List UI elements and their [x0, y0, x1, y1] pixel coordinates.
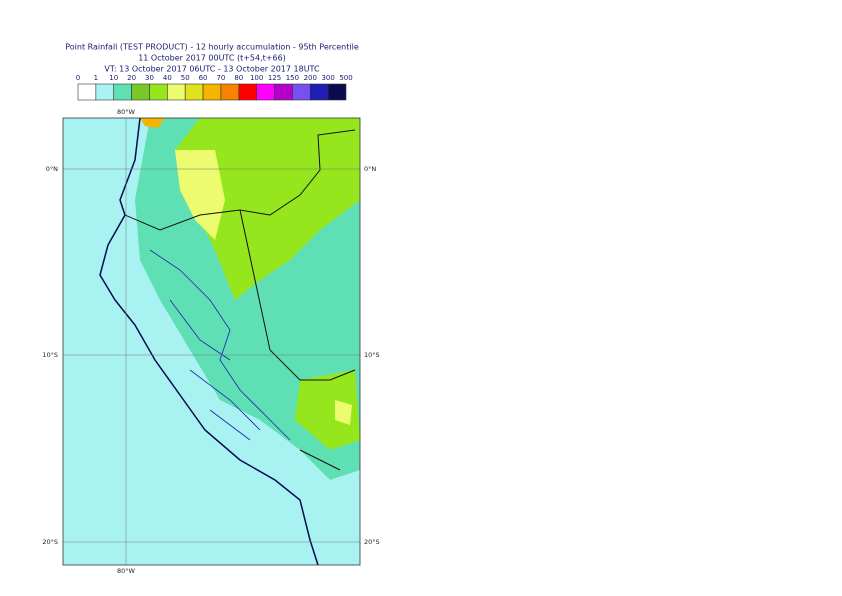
- rain-zone: [175, 118, 360, 300]
- lon-label: 80°W: [117, 108, 136, 116]
- legend-swatch: [113, 83, 132, 101]
- rain-zone: [140, 118, 165, 128]
- legend-label: 10: [109, 74, 118, 82]
- lat-label: 0°N: [46, 165, 58, 173]
- legend-label: 40: [163, 74, 172, 82]
- legend-label: 200: [304, 74, 317, 82]
- legend-swatch: [292, 83, 311, 101]
- lat-label: 20°S: [364, 538, 380, 546]
- lat-label: 0°N: [364, 165, 376, 173]
- lat-label: 10°S: [42, 351, 58, 359]
- border: [124, 129, 356, 471]
- map: 80°W 80°W 0°N 0°N 10°S 10°S 20°S 20°S: [42, 108, 379, 575]
- legend-swatch: [184, 83, 204, 101]
- legend-swatch: [202, 83, 222, 101]
- title: Point Rainfall (TEST PRODUCT) - 12 hourl…: [65, 43, 359, 52]
- legend-label: 125: [268, 74, 281, 82]
- legend-label: 20: [127, 74, 136, 82]
- legend-label: 60: [199, 74, 208, 82]
- legend-swatch: [95, 83, 115, 101]
- legend: 0 1 10 20 30 40 50 60 70 80 100 125 150 200 300 500: [76, 74, 353, 101]
- map-frame: [62, 117, 361, 566]
- legend-label: 1: [94, 74, 98, 82]
- legend-label: 80: [234, 74, 243, 82]
- legend-label: 300: [321, 74, 334, 82]
- region-border: [149, 249, 291, 441]
- legend-swatch: [131, 83, 150, 101]
- lat-label: 10°S: [364, 351, 380, 359]
- valid-time: VT: 13 October 2017 06UTC - 13 October 2…: [104, 65, 320, 74]
- legend-label: 0: [76, 74, 80, 82]
- legend-swatch: [327, 83, 347, 101]
- legend-swatch: [309, 83, 329, 101]
- rain-zone: [295, 370, 360, 450]
- rain-zone: [335, 400, 352, 425]
- rain-zone: [175, 150, 225, 240]
- legend-swatch: [274, 83, 293, 101]
- legend-swatch: [149, 83, 168, 101]
- legend-label: 100: [250, 74, 263, 82]
- legend-label: 500: [339, 74, 352, 82]
- legend-label: 150: [286, 74, 299, 82]
- legend-label: 70: [216, 74, 225, 82]
- lon-label: 80°W: [117, 567, 136, 575]
- legend-swatch: [220, 83, 240, 101]
- legend-swatch: [256, 83, 275, 101]
- legend-swatch: [77, 83, 97, 101]
- sea: [63, 118, 310, 565]
- legend-label: 30: [145, 74, 154, 82]
- lat-label: 20°S: [42, 538, 58, 546]
- legend-label: 50: [181, 74, 190, 82]
- coastline: [99, 118, 319, 565]
- base-time: 11 October 2017 00UTC (t+54,t+66): [138, 54, 286, 63]
- legend-swatch: [238, 83, 257, 101]
- legend-swatch: [167, 83, 186, 101]
